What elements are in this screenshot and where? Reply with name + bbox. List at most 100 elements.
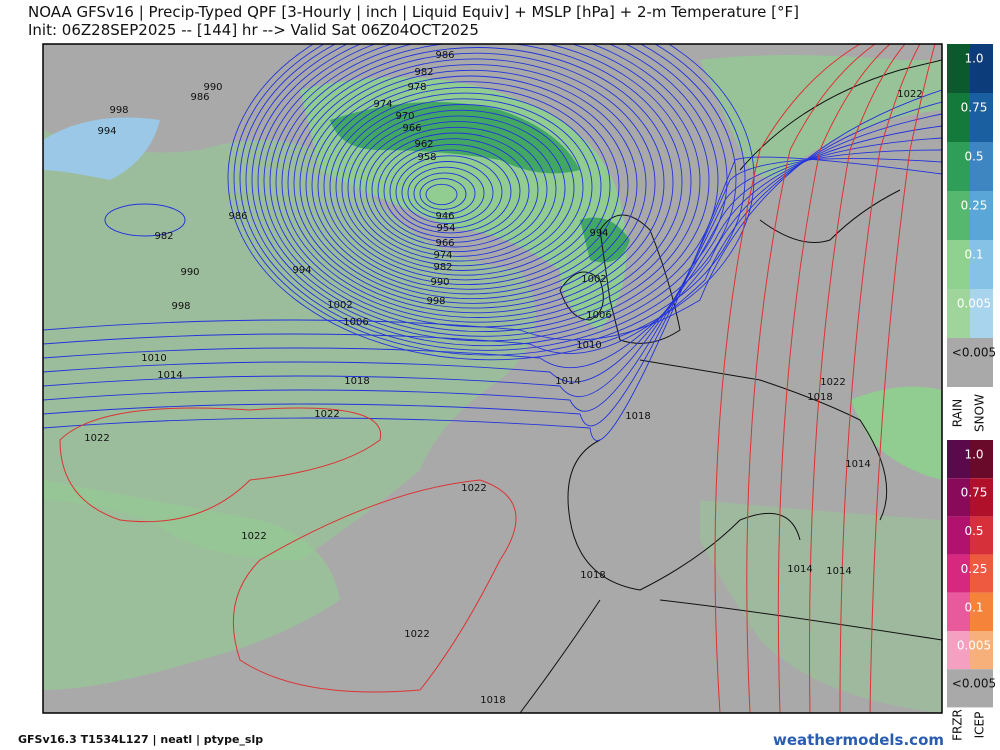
colorbar-cell [970,93,993,142]
colorbar-cell [947,338,970,387]
isobar-line [425,183,458,206]
isobar-line [383,143,521,239]
isobar-label: 1010 [576,340,601,351]
colorbar-label: 0.25 [961,562,988,576]
isobar-label: 994 [292,265,311,276]
isobar-label: 990 [203,82,222,93]
colorbar-label: <0.005 [952,346,996,360]
isobar-label: 1022 [241,531,266,542]
isobar-line [43,156,942,441]
isobar-label: 970 [395,111,414,122]
isobar-label: 994 [97,126,116,137]
isobar-line [401,161,494,224]
isobars [43,44,942,713]
isobar-label: 978 [407,82,426,93]
isobar-label: 990 [430,277,449,288]
colorbar-cell [970,516,993,555]
isobar-line [239,44,737,351]
colorbar-label: 0.75 [961,486,988,500]
isobar-line [43,113,942,369]
isobar-line [347,109,575,267]
isobar-label: 974 [373,99,392,110]
isobar-label: 986 [435,50,454,61]
colorbar-label: 1.0 [964,52,983,66]
colorbar-cell [947,478,970,517]
isobar-label: 966 [402,123,421,134]
isobar-line [281,47,674,318]
isobar-label: 998 [426,296,445,307]
colorbar-type: RAIN [951,399,965,428]
colorbar-cell [947,240,970,289]
colorbar-cell [947,142,970,191]
isobar-label: 986 [190,92,209,103]
isobar-label: 982 [154,231,173,242]
isobar-line [419,178,467,210]
isobar-line [335,98,593,276]
colorbar-cell [970,44,993,93]
isobar-label: 1018 [344,376,369,387]
colorbar-label: 0.1 [964,600,983,614]
temp-line [869,44,936,713]
isobar-label: 1022 [897,89,922,100]
isobar-line [287,52,665,314]
colorbar-cell [947,44,970,93]
subtitle: Init: 06Z28SEP2025 -- [144] hr --> Valid… [28,21,479,39]
colorbar-label: 0.75 [961,101,988,115]
colorbar-cell [947,440,970,479]
colorbar-label: 1.0 [964,448,983,462]
isobar-label: 1018 [480,695,505,706]
colorbar-cell [970,338,993,387]
temp-line [777,44,891,713]
isobar-label: 958 [417,152,436,163]
isobar-line [365,126,548,253]
colorbar-cell [970,440,993,479]
colorbar-cell [970,554,993,593]
colorbar-cell [970,631,993,670]
footer-site[interactable]: weathermodels.com [772,731,944,749]
footer-model: GFSv16.3 T1534L127 | neatl | ptype_slp [18,733,264,746]
isobar-label: 998 [171,301,190,312]
isobar-line [329,92,602,281]
coastlines [519,59,942,713]
isobar-line [43,89,942,341]
isobar-label: 1018 [807,392,832,403]
isobar-line [104,203,186,237]
isobar-label: 1014 [787,564,812,575]
isobar-label: 1022 [461,483,486,494]
isobar-label: 990 [180,267,199,278]
isobar-line [293,58,656,309]
colorbar-label: 0.5 [964,150,983,164]
colorbar-cell [970,142,993,191]
isobar-line [389,149,512,234]
isobar-label: 1018 [625,411,650,422]
colorbar-cell [970,592,993,631]
isobar-label: 1022 [820,377,845,388]
isobar-line [43,158,942,427]
isobar-line [257,44,710,337]
isobar-label: 974 [433,250,452,261]
colorbar-cell [947,93,970,142]
isobar-label: 966 [435,238,454,249]
isobar-line [43,149,942,412]
precip [43,55,942,713]
colorbar-cell [970,289,993,338]
isobar-line [395,155,503,229]
map-frame [42,43,943,714]
colorbar-label: 0.1 [964,248,983,262]
colorbar-label: <0.005 [952,677,996,691]
temp-line [59,407,382,523]
isobar-line [299,64,647,304]
isobar-label: 994 [589,228,608,239]
isobar-line [305,69,638,300]
colorbar-cell [947,554,970,593]
colorbar-type: SNOW [973,394,987,432]
colorbar-type: FRZR [951,709,965,741]
isobar-line [359,121,557,257]
isobar-label: 946 [435,211,454,222]
map-layers [43,55,942,713]
isobar-line [371,132,539,248]
isobar-line [233,44,746,356]
isobar-line [251,44,719,342]
isobar-line [413,172,476,215]
